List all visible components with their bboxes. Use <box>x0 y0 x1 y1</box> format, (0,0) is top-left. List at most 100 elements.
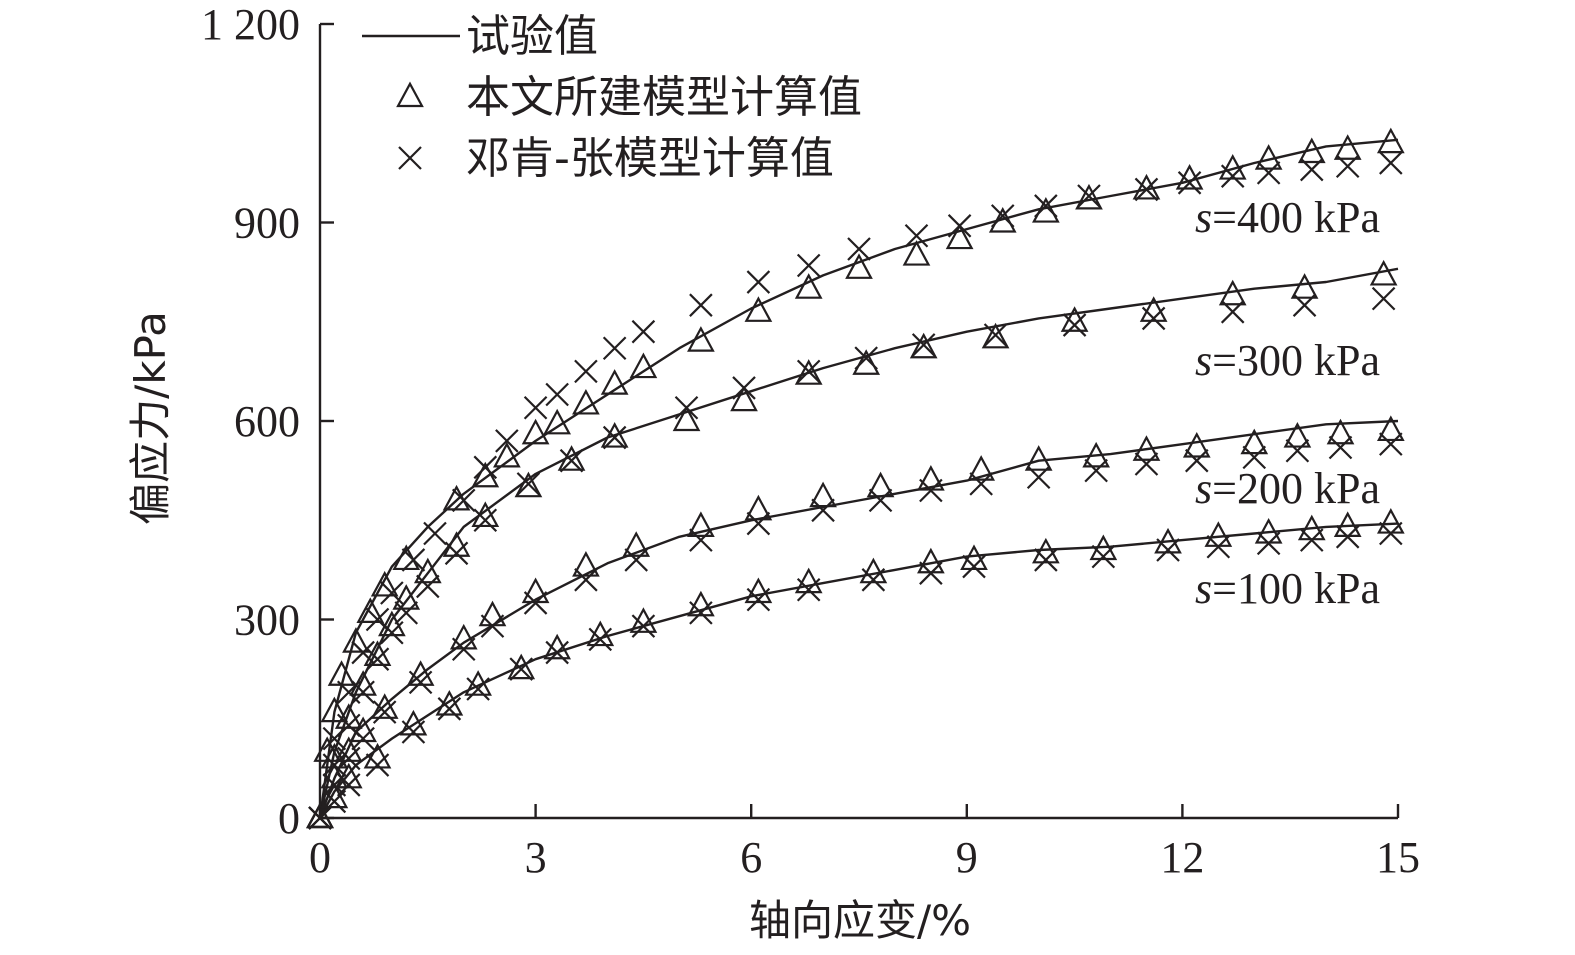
model-point <box>1240 428 1269 455</box>
model-point <box>1132 435 1161 461</box>
model-point <box>363 742 392 769</box>
model-point <box>845 253 873 279</box>
model-point <box>1132 173 1161 200</box>
test-curve-1 <box>318 267 1399 819</box>
model-point <box>1024 445 1053 471</box>
duncan-chang-point <box>1177 171 1202 195</box>
duncan-chang-point <box>1379 151 1403 175</box>
duncan-chang-point <box>416 574 440 599</box>
model-point <box>442 531 471 557</box>
duncan-chang-point <box>796 577 821 602</box>
model-point <box>1154 527 1182 554</box>
model-point <box>1082 441 1111 468</box>
duncan-chang-point <box>1184 448 1209 473</box>
duncan-chang-point <box>365 647 390 671</box>
curve-label-prefix: s <box>1195 464 1212 513</box>
legend-label-0: 试验值 <box>466 11 598 62</box>
duncan-chang-point <box>473 455 498 480</box>
duncan-chang-point <box>480 614 505 638</box>
duncan-chang-point <box>372 700 397 724</box>
model-point <box>1333 134 1362 160</box>
duncan-chang-point <box>689 601 713 625</box>
curve-label-prefix: s <box>1195 564 1212 613</box>
duncan-chang-point <box>631 614 656 638</box>
model-point <box>356 597 385 623</box>
curve-label-3: s=100 kPa <box>1195 564 1380 613</box>
model-point <box>521 418 550 445</box>
model-point <box>909 332 938 359</box>
model-point <box>859 557 888 584</box>
duncan-chang-point <box>947 214 972 238</box>
duncan-chang-point <box>1299 528 1324 552</box>
curve-label-prefix: s <box>1195 336 1212 385</box>
duncan-chang-point <box>746 511 771 536</box>
duncan-chang-point <box>1220 300 1245 324</box>
model-point <box>794 359 823 385</box>
model-point <box>687 590 715 617</box>
duncan-chang-point <box>451 488 476 513</box>
model-point <box>370 570 399 597</box>
duncan-chang-point <box>444 541 469 566</box>
curve-label-0: s=400 kPa <box>1195 193 1380 242</box>
duncan-chang-point <box>559 448 584 473</box>
duncan-chang-point <box>602 336 627 360</box>
test-curve-3 <box>318 522 1399 819</box>
duncan-chang-point <box>394 601 419 625</box>
duncan-chang-point <box>732 376 756 400</box>
x-tick-label: 9 <box>956 833 978 882</box>
model-point <box>493 441 521 468</box>
duncan-chang-point <box>1091 544 1116 569</box>
duncan-chang-point <box>1206 534 1231 559</box>
duncan-chang-point <box>746 270 771 294</box>
duncan-chang-point <box>545 382 569 407</box>
duncan-chang-point <box>1084 458 1108 483</box>
model-point <box>1376 127 1405 154</box>
duncan-chang-point <box>351 640 375 665</box>
duncan-chang-point <box>451 637 476 662</box>
model-point <box>1182 431 1211 458</box>
duncan-chang-point <box>1256 161 1281 185</box>
model-point <box>600 422 629 448</box>
model-point <box>306 802 334 829</box>
curve-label-value: =300 kPa <box>1212 336 1380 385</box>
model-point <box>399 709 428 736</box>
duncan-chang-point <box>545 640 569 665</box>
y-axis-title: 偏应力/kPa <box>126 311 175 525</box>
duncan-chang-point <box>574 359 598 384</box>
model-point <box>945 223 974 250</box>
duncan-chang-point <box>854 346 878 370</box>
model-point <box>794 273 823 299</box>
model-point <box>866 471 895 498</box>
duncan-chang-point <box>911 333 936 357</box>
model-point <box>960 544 988 571</box>
model-point <box>543 408 572 435</box>
legend-label-2: 邓肯-张模型计算值 <box>466 133 834 184</box>
duncan-chang-point <box>796 253 821 278</box>
model-point <box>507 653 536 680</box>
model-point <box>1204 521 1233 547</box>
model-point <box>1376 415 1405 442</box>
duncan-chang-point <box>1141 306 1166 331</box>
model-point <box>342 627 370 653</box>
model-point <box>514 471 543 498</box>
model-point <box>378 610 406 637</box>
test-curve-0 <box>318 138 1399 819</box>
model-point <box>902 240 931 266</box>
duncan-chang-point <box>380 620 404 645</box>
duncan-chang-point <box>401 720 426 744</box>
model-point <box>334 736 363 762</box>
model-point <box>464 670 492 696</box>
x-tick-label: 12 <box>1160 833 1204 882</box>
model-point <box>744 296 773 322</box>
duncan-chang-point <box>1371 286 1396 311</box>
duncan-chang-point <box>1034 548 1058 572</box>
duncan-chang-point <box>1299 157 1324 182</box>
duncan-chang-point <box>919 561 943 585</box>
duncan-chang-point <box>1292 293 1317 317</box>
model-point <box>809 481 837 508</box>
duncan-chang-point <box>868 488 893 513</box>
x-tick-label: 6 <box>740 833 762 882</box>
